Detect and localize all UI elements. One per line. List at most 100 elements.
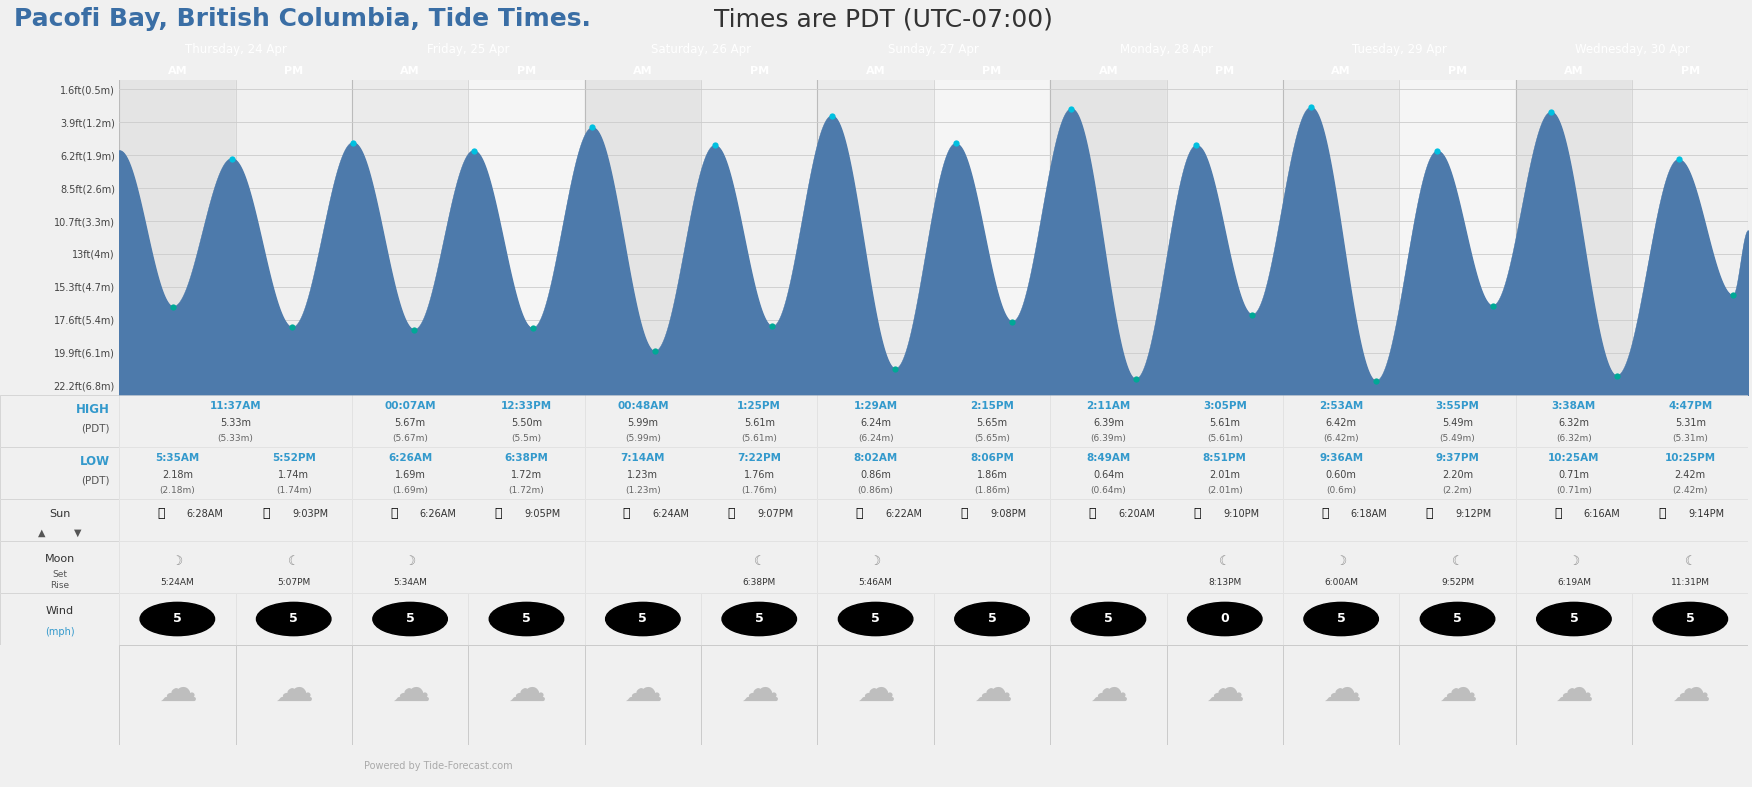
Text: 1.69m: 1.69m	[394, 470, 426, 480]
Text: (5.61m): (5.61m)	[741, 434, 778, 443]
Text: (1.69m): (1.69m)	[392, 486, 427, 495]
Text: 🌅: 🌅	[158, 507, 165, 520]
Bar	[1633, 80, 1748, 395]
Text: 5: 5	[522, 612, 531, 626]
Text: Sunday, 27 Apr: Sunday, 27 Apr	[888, 43, 979, 57]
Text: PM: PM	[750, 66, 769, 76]
Text: ☁: ☁	[972, 671, 1011, 709]
Text: 5.99m: 5.99m	[627, 418, 659, 428]
Text: 5: 5	[1337, 612, 1346, 626]
Text: 11:37AM: 11:37AM	[210, 401, 261, 412]
Text: (mph): (mph)	[46, 627, 74, 637]
Text: 8:02AM: 8:02AM	[853, 453, 897, 464]
Text: 🌅: 🌅	[1554, 507, 1561, 520]
Text: AM: AM	[1099, 66, 1118, 76]
Text: 5:52PM: 5:52PM	[272, 453, 315, 464]
Text: Pacofi Bay, British Columbia, Tide Times.: Pacofi Bay, British Columbia, Tide Times…	[14, 7, 590, 31]
Text: (5.5m): (5.5m)	[512, 434, 541, 443]
Text: (0.86m): (0.86m)	[858, 486, 894, 495]
Text: 8:13PM: 8:13PM	[1209, 578, 1242, 587]
Text: ☁: ☁	[739, 671, 778, 709]
Text: 5.31m: 5.31m	[1675, 418, 1706, 428]
Text: (1.74m): (1.74m)	[275, 486, 312, 495]
Bar	[1282, 80, 1400, 395]
Text: 5.61m: 5.61m	[745, 418, 774, 428]
Text: (0.64m): (0.64m)	[1090, 486, 1127, 495]
Text: 1.23m: 1.23m	[627, 470, 659, 480]
Text: ☁: ☁	[1321, 671, 1361, 709]
Text: ☾: ☾	[753, 556, 766, 568]
Text: (5.49m): (5.49m)	[1440, 434, 1475, 443]
Text: 1:25PM: 1:25PM	[738, 401, 781, 412]
Text: 8:51PM: 8:51PM	[1204, 453, 1247, 464]
Text: 6:00AM: 6:00AM	[1325, 578, 1358, 587]
Text: 5: 5	[1104, 612, 1113, 626]
Text: (6.24m): (6.24m)	[858, 434, 894, 443]
Circle shape	[1654, 602, 1727, 636]
Text: PM: PM	[1216, 66, 1235, 76]
Circle shape	[1070, 602, 1146, 636]
Text: (2.18m): (2.18m)	[159, 486, 194, 495]
Text: 5:34AM: 5:34AM	[392, 578, 427, 587]
Text: 3:05PM: 3:05PM	[1204, 401, 1247, 412]
Text: 0: 0	[1221, 612, 1230, 626]
Text: PM: PM	[284, 66, 303, 76]
Text: PM: PM	[983, 66, 1002, 76]
Text: 11:31PM: 11:31PM	[1671, 578, 1710, 587]
Text: ☾: ☾	[1219, 556, 1230, 568]
Text: 9:12PM: 9:12PM	[1456, 508, 1493, 519]
Text: PM: PM	[517, 66, 536, 76]
Circle shape	[839, 602, 913, 636]
Text: ☁: ☁	[624, 671, 662, 709]
Text: (1.76m): (1.76m)	[741, 486, 778, 495]
Text: 🌅: 🌅	[1426, 507, 1433, 520]
Text: (6.32m): (6.32m)	[1556, 434, 1593, 443]
Circle shape	[722, 602, 797, 636]
Text: (2.01m): (2.01m)	[1207, 486, 1242, 495]
Text: 6.24m: 6.24m	[860, 418, 892, 428]
Text: ☾: ☾	[1452, 556, 1463, 568]
Text: 7:14AM: 7:14AM	[620, 453, 666, 464]
Text: (5.65m): (5.65m)	[974, 434, 1009, 443]
Circle shape	[489, 602, 564, 636]
Circle shape	[606, 602, 680, 636]
Text: 2:11AM: 2:11AM	[1086, 401, 1130, 412]
Text: Tuesday, 29 Apr: Tuesday, 29 Apr	[1353, 43, 1447, 57]
Text: 9:07PM: 9:07PM	[757, 508, 794, 519]
Bar	[1167, 80, 1282, 395]
Text: (5.99m): (5.99m)	[625, 434, 661, 443]
Text: (2.2m): (2.2m)	[1442, 486, 1472, 495]
Text: 5: 5	[406, 612, 415, 626]
Text: ☽: ☽	[405, 556, 415, 568]
Text: 🌅: 🌅	[263, 507, 270, 520]
Text: AM: AM	[632, 66, 653, 76]
Circle shape	[1421, 602, 1494, 636]
Text: 10:25AM: 10:25AM	[1549, 453, 1600, 464]
Circle shape	[955, 602, 1028, 636]
Text: (5.31m): (5.31m)	[1673, 434, 1708, 443]
Text: 🌅: 🌅	[1088, 507, 1095, 520]
Text: Thursday, 24 Apr: Thursday, 24 Apr	[184, 43, 287, 57]
Text: 6:20AM: 6:20AM	[1118, 508, 1155, 519]
Text: (1.72m): (1.72m)	[508, 486, 545, 495]
Text: ☁: ☁	[1671, 671, 1710, 709]
Circle shape	[140, 602, 214, 636]
Bar	[934, 80, 1049, 395]
Text: 🌅: 🌅	[727, 507, 736, 520]
Text: 9:03PM: 9:03PM	[293, 508, 328, 519]
Text: 6:28AM: 6:28AM	[187, 508, 224, 519]
Text: 🌅: 🌅	[1193, 507, 1200, 520]
Text: 5.61m: 5.61m	[1209, 418, 1240, 428]
Text: 6:26AM: 6:26AM	[419, 508, 457, 519]
Text: PM: PM	[1447, 66, 1466, 76]
Text: 🌅: 🌅	[960, 507, 967, 520]
Text: 🌅: 🌅	[391, 507, 398, 520]
Text: 6:38PM: 6:38PM	[743, 578, 776, 587]
Text: ☁: ☁	[1554, 671, 1593, 709]
Text: 3:38AM: 3:38AM	[1552, 401, 1596, 412]
Text: ☁: ☁	[857, 671, 895, 709]
Text: (0.6m): (0.6m)	[1326, 486, 1356, 495]
Bar	[119, 80, 235, 395]
Text: 6:22AM: 6:22AM	[885, 508, 922, 519]
Text: 5.50m: 5.50m	[512, 418, 541, 428]
